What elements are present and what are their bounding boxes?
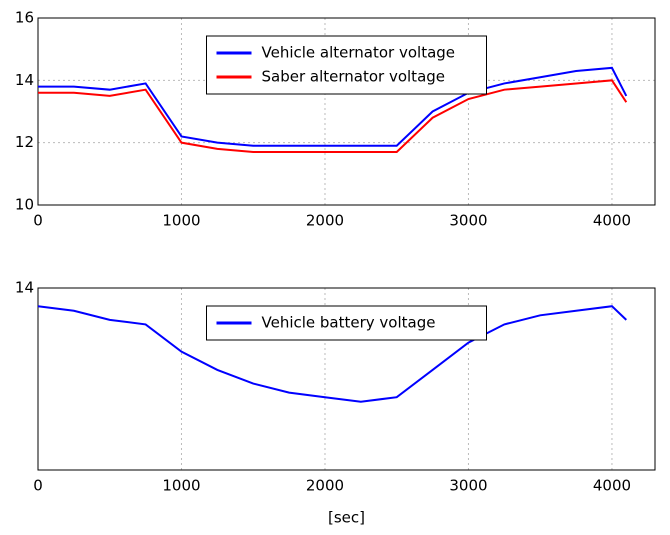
y-tick-label: 14 [15,279,34,297]
x-tick-label: 3000 [449,212,487,230]
x-tick-label: 4000 [593,477,631,495]
x-tick-label: 3000 [449,477,487,495]
x-tick-label: 1000 [162,212,200,230]
x-tick-label: 2000 [306,477,344,495]
x-tick-label: 4000 [593,212,631,230]
figure: 10 12 14 16 0 1000 2000 3000 4000 Vehicle alterna… [0,0,670,531]
legend-label: Vehicle alternator voltage [262,44,456,62]
x-tick-label: 2000 [306,212,344,230]
y-tick-label: 14 [15,71,34,89]
x-tick-label: 0 [33,212,43,230]
legend-label: Saber alternator voltage [262,68,446,86]
x-tick-label: 0 [33,477,43,495]
legend-label: Vehicle battery voltage [262,314,436,332]
y-tick-label: 12 [15,133,34,151]
x-axis-label: [sec] [328,509,365,527]
x-tick-label: 1000 [162,477,200,495]
y-tick-label: 16 [15,9,34,27]
y-tick-label: 10 [15,196,34,214]
